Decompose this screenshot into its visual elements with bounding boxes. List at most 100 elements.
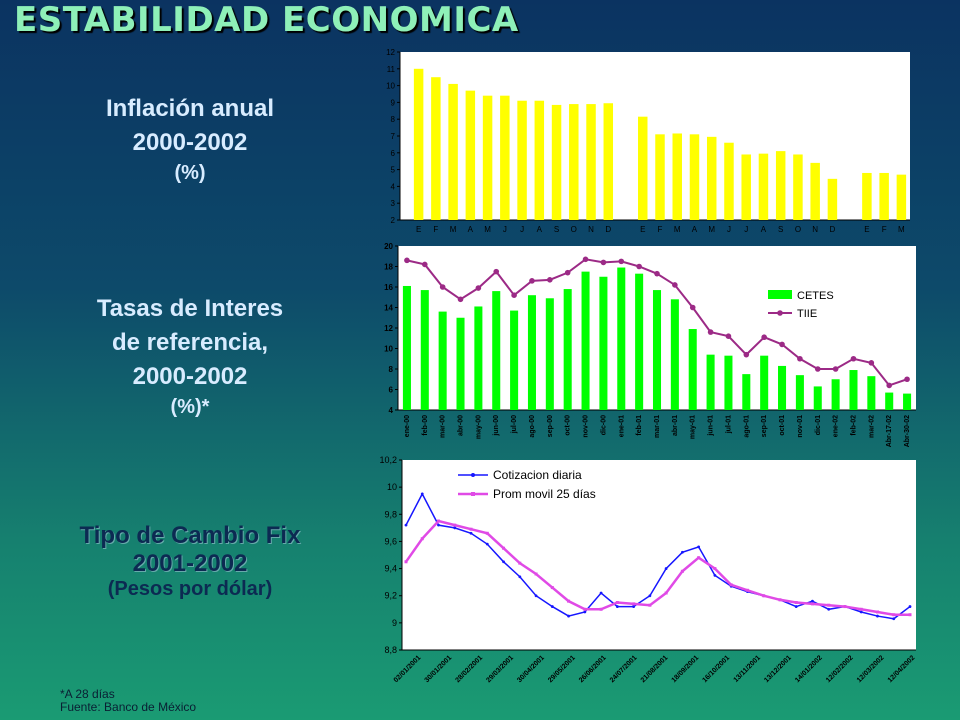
point-tiie (564, 269, 571, 276)
point-cotizacion-diaria (599, 591, 603, 595)
bar (551, 104, 562, 220)
point-cotizacion-diaria (859, 610, 863, 614)
point-tiie (850, 355, 857, 362)
point-tiie (725, 333, 732, 339)
y-tick-label: 6 (389, 386, 394, 395)
point-prom-movil (502, 546, 506, 550)
x-tick-label: M (898, 225, 905, 234)
bar-cetes (581, 271, 590, 410)
point-prom-movil (518, 561, 522, 565)
y-tick-label: 3 (391, 199, 396, 208)
rates-label-line1: Tasas de Interes (96, 295, 284, 322)
bar (793, 154, 803, 220)
inflation-label-line1: Inflación anual (105, 95, 275, 122)
point-prom-movil (632, 602, 636, 606)
point-cotizacion-diaria (567, 614, 570, 618)
bar (655, 134, 665, 220)
bar-cetes (724, 355, 733, 410)
x-tick-label: D (830, 225, 836, 234)
point-cotizacion-diaria (680, 550, 684, 554)
point-tiie (600, 259, 607, 266)
bar-cetes (706, 354, 715, 410)
legend-label-prom: Prom movil 25 días (493, 487, 596, 501)
x-tick-label: 13/12/2001 (763, 654, 793, 684)
y-tick-label: 18 (384, 263, 393, 272)
bar (724, 142, 734, 220)
x-tick-label: 29/03/2001 (485, 654, 515, 684)
x-tick-label: J (727, 225, 731, 234)
point-prom-movil (680, 569, 684, 573)
inflation-label-line2: 2000-2002 (132, 129, 248, 156)
point-prom-movil (648, 603, 652, 607)
bar (569, 104, 579, 220)
point-prom-movil (485, 531, 489, 535)
point-cotizacion-diaria (876, 614, 879, 618)
page-title: ESTABILIDAD ECONOMICA (14, 0, 519, 40)
point-prom-movil (810, 602, 814, 606)
point-tiie (886, 382, 893, 389)
rates-label-unit: (%)* (170, 396, 210, 418)
x-tick-label: 21/08/2001 (640, 654, 670, 684)
point-prom-movil (697, 556, 701, 560)
x-tick-label: N (588, 225, 594, 234)
y-tick-label: 14 (384, 304, 393, 313)
x-tick-label: sep-01 (761, 415, 768, 437)
x-tick-label: J (520, 225, 524, 234)
x-tick-label: abr-00 (458, 415, 465, 436)
point-prom-movil (892, 613, 896, 617)
point-cotizacion-diaria (615, 605, 619, 608)
x-tick-label: feb-01 (636, 415, 643, 436)
bar (879, 172, 889, 220)
bar-cetes (420, 290, 429, 410)
point-cotizacion-diaria (502, 560, 505, 564)
point-prom-movil (404, 560, 408, 564)
x-tick-label: may-00 (475, 415, 482, 439)
point-prom-movil (615, 601, 619, 604)
x-tick-label: oct-00 (565, 415, 572, 436)
y-tick-label: 5 (391, 166, 396, 175)
point-cotizacion-diaria (664, 567, 668, 570)
x-tick-label: 28/02/2001 (454, 654, 484, 684)
y-tick-label: 20 (384, 242, 393, 251)
x-tick-label: A (537, 225, 543, 234)
point-cotizacion-diaria (404, 523, 408, 527)
point-tiie (404, 257, 410, 264)
point-cotizacion-diaria (713, 573, 717, 577)
point-tiie (421, 261, 428, 268)
footnote: *A 28 días Fuente: Banco de México (60, 688, 196, 714)
bar (534, 100, 545, 220)
x-tick-label: E (864, 225, 869, 234)
point-tiie (547, 277, 553, 283)
bar-cetes (813, 386, 822, 410)
point-prom-movil (437, 519, 441, 523)
point-prom-movil (843, 605, 847, 609)
y-tick-label: 10,2 (379, 455, 397, 465)
x-tick-label: oct-01 (779, 415, 786, 436)
y-tick-label: 4 (391, 182, 396, 191)
x-tick-label: F (658, 225, 663, 234)
x-tick-label: 14/01/2002 (794, 654, 824, 684)
bar (431, 77, 441, 220)
bar-cetes (688, 329, 697, 410)
point-prom-movil (762, 594, 766, 598)
point-cotizacion-diaria (648, 594, 652, 598)
point-tiie (582, 256, 589, 263)
x-tick-label: jul-01 (725, 415, 732, 434)
bar (775, 151, 786, 220)
point-cotizacion-diaria (453, 526, 457, 530)
footnote-line1: *A 28 días (60, 687, 115, 701)
rates-label-line2: de referencia, (111, 329, 269, 356)
x-tick-label: mar-02 (868, 415, 875, 438)
y-tick-label: 12 (384, 324, 393, 333)
x-tick-label: M (450, 225, 457, 234)
bar-cetes (831, 379, 840, 410)
point-prom-movil (827, 603, 831, 607)
bar-cetes (510, 310, 519, 410)
x-tick-label: A (692, 225, 698, 234)
bar-cetes (474, 306, 483, 410)
y-tick-label: 9,6 (384, 536, 397, 546)
point-tiie (797, 355, 803, 362)
x-tick-label: N (812, 225, 818, 234)
bar-cetes (492, 291, 501, 410)
bar (672, 133, 682, 220)
